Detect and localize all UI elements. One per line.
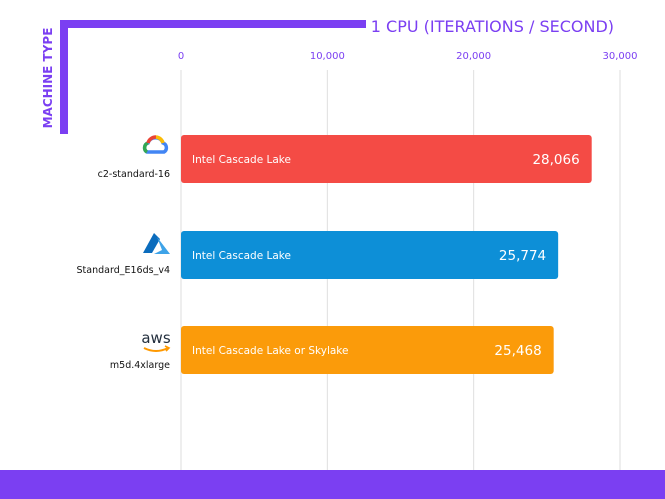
- y-axis-label: MACHINE TYPE: [41, 28, 55, 129]
- x-tick-label: 30,000: [603, 51, 638, 62]
- bar-cpu-label: Intel Cascade Lake: [192, 154, 291, 166]
- google-cloud-icon: [142, 135, 169, 154]
- category-label: c2-standard-16: [98, 169, 170, 180]
- bar-c2-standard-16: [181, 135, 592, 183]
- bar-m5d.4xlarge: [181, 326, 554, 374]
- azure-icon: [143, 233, 170, 254]
- frame-bar-vertical: [60, 20, 68, 134]
- bar-value-label: 28,066: [532, 152, 579, 168]
- category-labels: c2-standard-16 Standard_E16ds_v4 m5d.4xlar…: [77, 169, 171, 371]
- category-label: m5d.4xlarge: [110, 360, 170, 371]
- bar-cpu-label: Intel Cascade Lake: [192, 250, 291, 262]
- x-tick-label: 0: [178, 51, 184, 62]
- category-label: Standard_E16ds_v4: [77, 265, 170, 276]
- x-tick-label: 10,000: [310, 51, 345, 62]
- bar-value-label: 25,468: [494, 343, 541, 359]
- frame-bar-horizontal: [60, 20, 366, 28]
- aws-icon: aws: [141, 329, 171, 352]
- aws-logo-text: aws: [141, 329, 170, 347]
- bar-value-label: 25,774: [499, 248, 546, 264]
- bar-Standard_E16ds_v4: [181, 231, 559, 279]
- chart-title: 1 CPU (ITERATIONS / SECOND): [371, 17, 614, 36]
- x-tick-labels: 0 10,000 20,000 30,000: [178, 51, 638, 62]
- bar-cpu-label: Intel Cascade Lake or Skylake: [192, 345, 348, 357]
- footer-band: [0, 470, 665, 499]
- bars: Intel Cascade Lake 28,066 Intel Cascade La…: [181, 135, 592, 374]
- x-tick-label: 20,000: [456, 51, 491, 62]
